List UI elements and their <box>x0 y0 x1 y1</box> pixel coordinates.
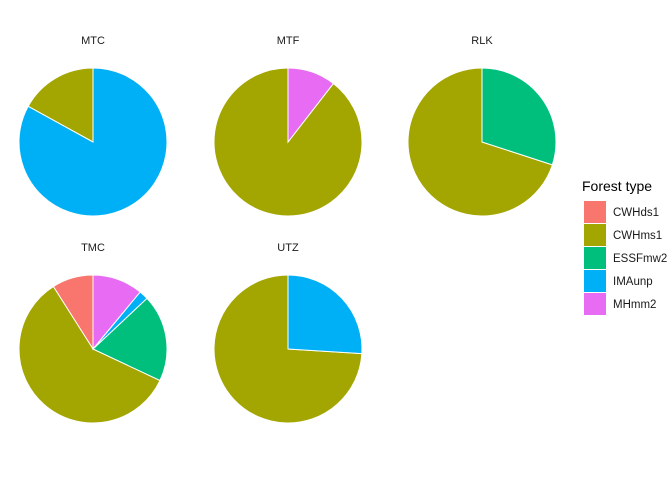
legend-item: CWHms1 <box>584 224 662 246</box>
legend-title: Forest type <box>582 178 652 194</box>
legend-swatch <box>584 293 606 315</box>
legend-item: ESSFmw2 <box>584 247 667 269</box>
legend-item: MHmm2 <box>584 293 656 315</box>
facet-utz: UTZ <box>213 242 363 424</box>
pie-slice-cwhms1 <box>407 67 554 217</box>
facet-mtf: MTF <box>213 35 363 217</box>
facet-rlk: RLK <box>407 35 557 217</box>
legend-label: CWHds1 <box>613 207 659 219</box>
facet-title: UTZ <box>277 242 299 254</box>
pie-slice-imaunp <box>18 67 168 217</box>
facet-title: RLK <box>471 35 493 47</box>
legend-items: CWHds1 CWHms1 ESSFmw2 IMAunp MHmm2 <box>584 201 667 315</box>
legend-label: MHmm2 <box>613 299 656 311</box>
legend-swatch <box>584 270 606 292</box>
facet-title: MTF <box>277 35 300 47</box>
legend-swatch <box>584 224 606 246</box>
pie-slice-essfmw2 <box>481 67 557 166</box>
pie-slice-imaunp <box>287 274 363 355</box>
legend-item: IMAunp <box>584 270 653 292</box>
legend-label: IMAunp <box>613 276 653 288</box>
facet-title: TMC <box>81 242 105 254</box>
pie-slice-cwhms1 <box>18 285 161 424</box>
facet-title: MTC <box>81 35 105 47</box>
legend-item: CWHds1 <box>584 201 659 223</box>
facet-panels: MTC MTF RLK TMC UTZ <box>18 35 557 424</box>
legend-swatch <box>584 247 606 269</box>
pie-slice-mhmm2 <box>287 67 335 144</box>
legend-label: CWHms1 <box>613 230 662 242</box>
legend-label: ESSFmw2 <box>613 253 667 265</box>
pie-slice-essfmw2 <box>92 297 168 382</box>
pie-slice-mhmm2 <box>92 274 141 351</box>
facet-mtc: MTC <box>18 35 168 217</box>
facet-tmc: TMC <box>18 242 168 424</box>
legend: Forest type CWHds1 CWHms1 ESSFmw2 IMAunp MHm… <box>582 178 667 315</box>
pie-slice-cwhms1 <box>27 67 94 143</box>
legend-swatch <box>584 201 606 223</box>
